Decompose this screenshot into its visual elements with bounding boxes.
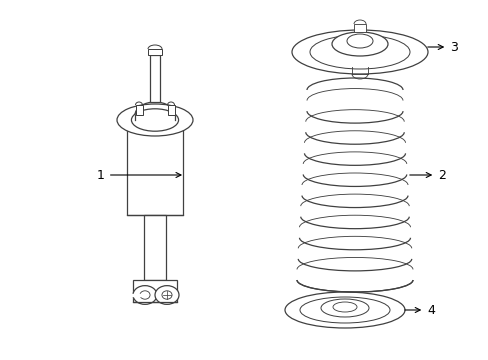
Ellipse shape (162, 291, 172, 299)
Ellipse shape (309, 35, 409, 69)
Ellipse shape (133, 285, 157, 304)
Bar (148, 49, 162, 55)
Text: 3: 3 (427, 41, 457, 54)
Bar (143, 215, 165, 280)
Ellipse shape (140, 291, 150, 299)
Bar (127, 130, 183, 215)
Ellipse shape (285, 292, 404, 328)
Text: 2: 2 (409, 168, 445, 181)
Ellipse shape (117, 104, 193, 136)
Ellipse shape (346, 34, 372, 48)
Bar (353, 24, 365, 32)
Bar (135, 105, 142, 115)
Bar (150, 55, 160, 102)
Ellipse shape (320, 299, 368, 317)
Ellipse shape (331, 32, 387, 56)
Bar (133, 280, 177, 302)
Ellipse shape (332, 302, 356, 312)
Text: 1: 1 (97, 168, 181, 181)
Ellipse shape (155, 285, 179, 304)
Ellipse shape (299, 297, 389, 323)
Bar (167, 105, 174, 115)
Ellipse shape (291, 30, 427, 74)
Text: 4: 4 (404, 303, 434, 316)
Ellipse shape (131, 109, 178, 131)
